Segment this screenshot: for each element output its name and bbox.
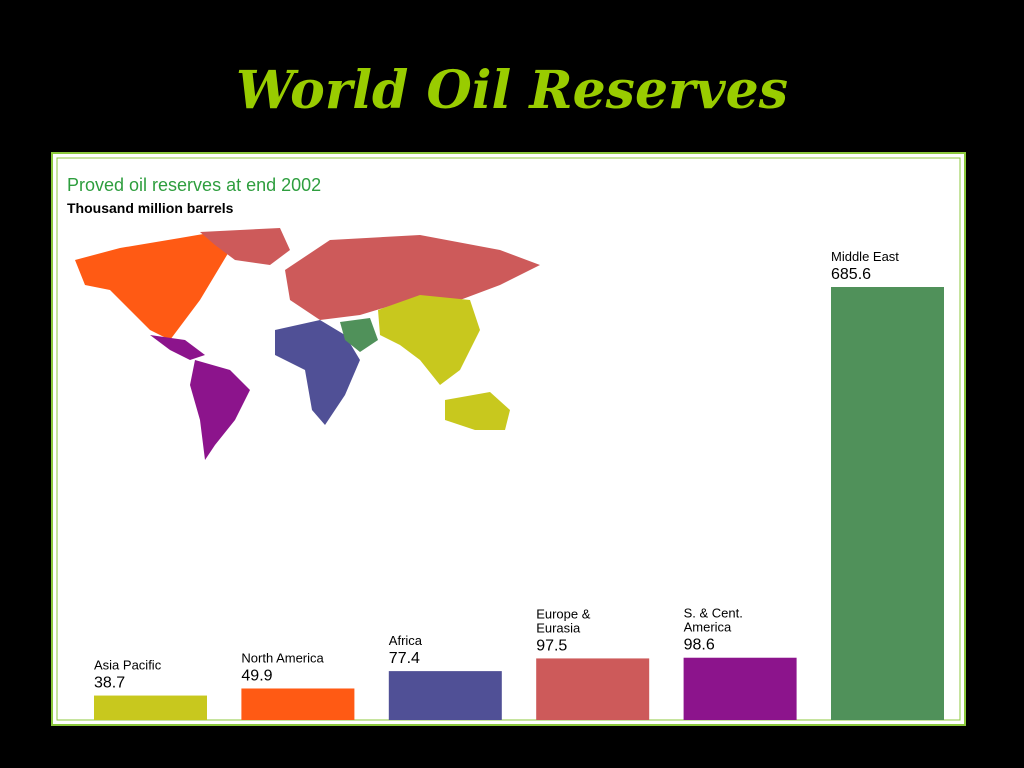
bar (388, 671, 502, 720)
chart-panel-inner-border (56, 157, 961, 721)
map-africa (275, 320, 360, 425)
chart-title: Proved oil reserves at end 2002 (67, 175, 321, 195)
world-map (75, 228, 540, 460)
slide-title: World Oil Reserves (236, 60, 788, 121)
bar (94, 695, 207, 720)
category-label: Africa (389, 633, 423, 648)
map-central-america (150, 335, 205, 360)
value-label: 77.4 (389, 650, 420, 667)
map-south-america (190, 360, 250, 460)
map-north-america (75, 232, 230, 340)
value-label: 98.6 (684, 637, 715, 654)
bar (683, 657, 797, 720)
map-greenland (200, 228, 290, 265)
category-label: North America (241, 650, 324, 665)
category-label: Asia Pacific (94, 658, 162, 673)
category-label: Middle East (831, 249, 899, 264)
map-europe-eurasia (285, 235, 540, 320)
value-label: 685.6 (831, 266, 871, 283)
value-label: 38.7 (94, 675, 125, 692)
bar (536, 658, 650, 720)
bar (831, 287, 944, 720)
category-label: Europe & Eurasia (536, 606, 591, 635)
category-label: S. & Cent. America (684, 606, 743, 635)
chart-subtitle: Thousand million barrels (67, 200, 234, 216)
map-middle-east (340, 318, 378, 352)
value-label: 97.5 (536, 637, 567, 654)
value-label: 49.9 (241, 667, 272, 684)
map-australia (445, 392, 510, 430)
bar (241, 688, 355, 720)
map-asia (378, 295, 480, 385)
